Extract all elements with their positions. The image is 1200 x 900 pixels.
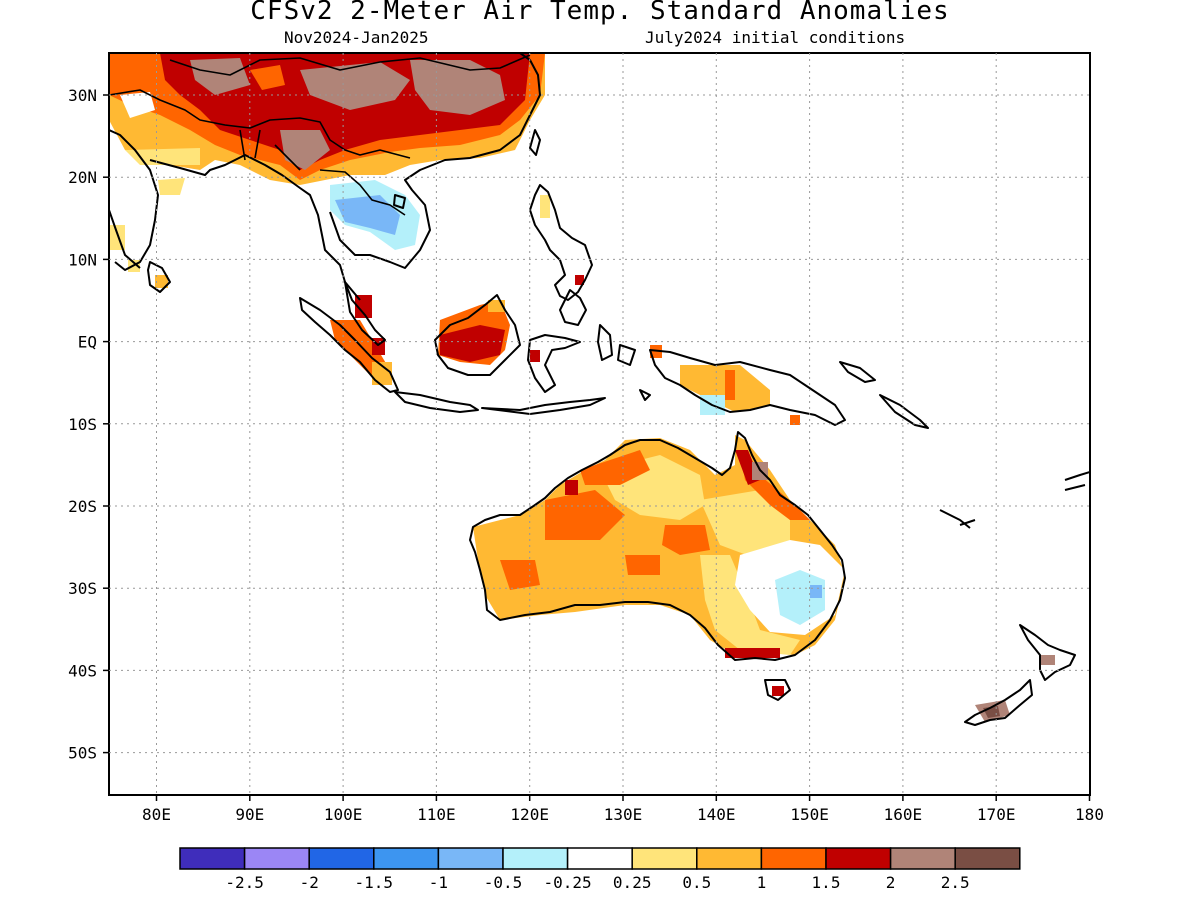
colorbar-label: -0.25 bbox=[544, 873, 592, 892]
colorbar-label: -0.5 bbox=[484, 873, 523, 892]
colorbar-label: 1 bbox=[757, 873, 767, 892]
lat-label: 30S bbox=[68, 579, 97, 598]
lat-label: 20N bbox=[68, 168, 97, 187]
lon-label: 110E bbox=[417, 805, 456, 824]
lon-label: 160E bbox=[884, 805, 923, 824]
colorbar-swatch bbox=[437, 847, 504, 870]
lon-label: 170E bbox=[977, 805, 1016, 824]
colorbar-swatch bbox=[566, 847, 633, 870]
lat-label: 10S bbox=[68, 415, 97, 434]
lat-label: 30N bbox=[68, 86, 97, 105]
initial-conditions: July2024 initial conditions bbox=[645, 28, 906, 47]
colorbar-swatch bbox=[825, 847, 892, 870]
colorbar-label: 2 bbox=[886, 873, 896, 892]
lat-label: 50S bbox=[68, 744, 97, 763]
colorbar-swatch bbox=[243, 847, 310, 870]
coastlines bbox=[109, 53, 1090, 726]
colorbar-label: -1 bbox=[429, 873, 448, 892]
colorbar-swatch bbox=[179, 847, 246, 870]
colorbar-label: 1.5 bbox=[812, 873, 841, 892]
lon-label: 100E bbox=[324, 805, 363, 824]
colorbar-swatch bbox=[373, 847, 440, 870]
lat-label: 10N bbox=[68, 250, 97, 269]
colorbar-label: 0.5 bbox=[682, 873, 711, 892]
lon-label: 90E bbox=[235, 805, 264, 824]
lat-label: 40S bbox=[68, 661, 97, 680]
colorbar-label: 0.25 bbox=[613, 873, 652, 892]
anomaly-shading bbox=[109, 53, 1055, 722]
colorbar-swatch bbox=[696, 847, 763, 870]
colorbar-label: -2 bbox=[300, 873, 319, 892]
forecast-period: Nov2024-Jan2025 bbox=[284, 28, 429, 47]
lon-label: 140E bbox=[697, 805, 736, 824]
colorbar-swatch bbox=[760, 847, 827, 870]
colorbar-swatch bbox=[502, 847, 569, 870]
colorbar-label: -2.5 bbox=[225, 873, 264, 892]
colorbar-swatch bbox=[954, 847, 1021, 870]
colorbar-swatch bbox=[631, 847, 698, 870]
lon-label: 130E bbox=[604, 805, 643, 824]
lat-label: 20S bbox=[68, 497, 97, 516]
lon-label: 150E bbox=[790, 805, 829, 824]
colorbar-label: -1.5 bbox=[355, 873, 394, 892]
colorbar-swatch bbox=[889, 847, 956, 870]
colorbar: -2.5 -2 -1.5 -1 -0.5 -0.25 0.25 0.5 1 1.5 2 2.5 bbox=[179, 847, 1021, 892]
lon-label: 80E bbox=[142, 805, 171, 824]
lon-label: 120E bbox=[510, 805, 549, 824]
gridlines bbox=[109, 53, 1090, 795]
lon-label: 180 bbox=[1075, 805, 1104, 824]
lat-label: EQ bbox=[78, 333, 97, 352]
colorbar-label: 2.5 bbox=[941, 873, 970, 892]
longitude-labels: 80E 90E 100E 110E 120E 130E 140E 150E 160E 170E 18… bbox=[142, 795, 1104, 824]
latitude-labels: 30N 20N 10N EQ 10S 20S 30S 40S 50S bbox=[68, 86, 109, 763]
colorbar-swatch bbox=[308, 847, 375, 870]
map-title: CFSv2 2-Meter Air Temp. Standard Anomali… bbox=[250, 0, 950, 26]
